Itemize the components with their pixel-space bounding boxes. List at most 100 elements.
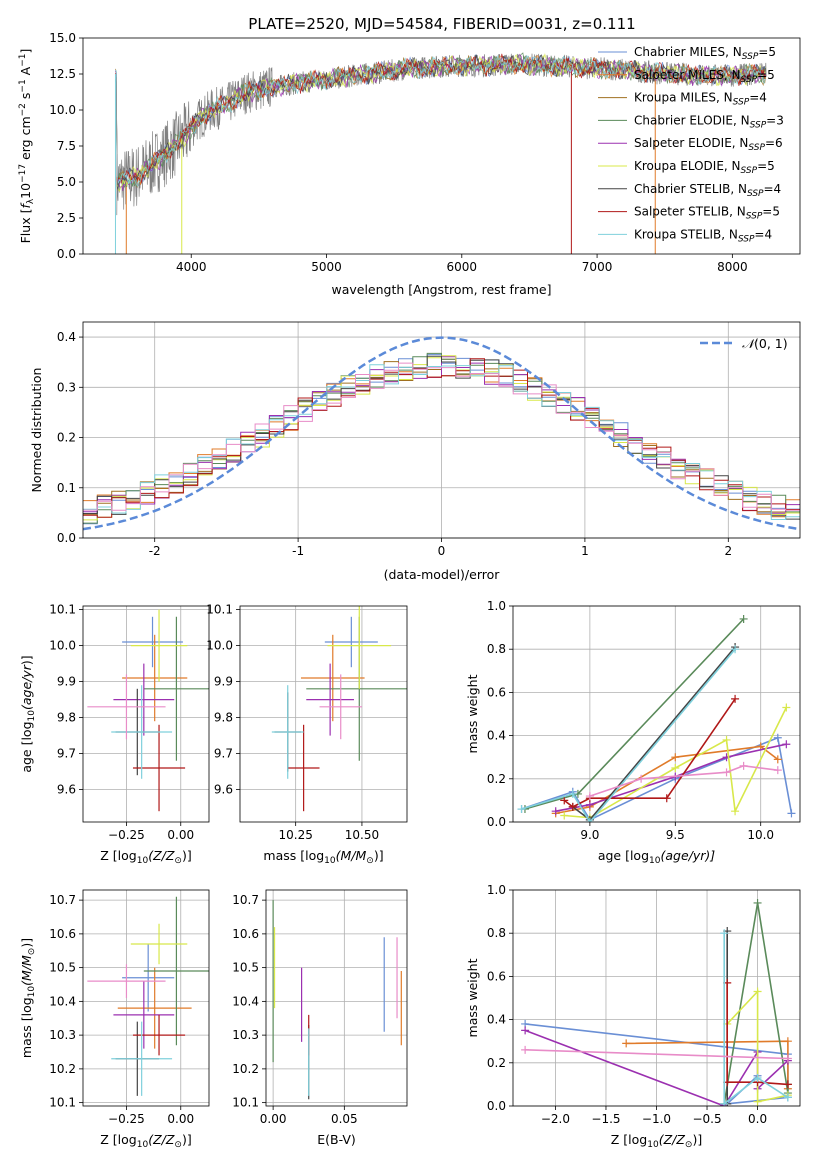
x-tick-label: 0.00 (167, 1112, 194, 1126)
plot-area-spectrum (114, 52, 767, 254)
mass-weight-point (560, 796, 569, 805)
normal-distribution-curve (83, 336, 800, 531)
y-tick-label: 0.0 (487, 1099, 506, 1113)
y-tick-label: 9.7 (57, 747, 76, 761)
mass-weight-point (720, 929, 729, 938)
x-tick-label: 6000 (447, 260, 478, 274)
x-tick-label: 8000 (717, 260, 748, 274)
legend-label: Kroupa MILES, NSSP=4 (634, 91, 767, 108)
y-tick-label: 9.8 (214, 711, 233, 725)
y-tick-label: 7.5 (57, 139, 76, 153)
legend-label-tail: =5 (757, 68, 775, 82)
axes-frame (512, 889, 801, 1107)
mass-weight-point (722, 735, 731, 744)
panel-residuals: -2 -1 0 1 2 0.0 0.1 0.2 0.3 0.4 (data-model)/error… (29, 321, 801, 582)
x-tick-label: 0.05 (331, 1112, 358, 1126)
y-tick-label: 5.0 (57, 175, 76, 189)
legend-label-main: Chabrier STELIB, N (634, 182, 747, 196)
y-tick-label: 1.0 (487, 883, 506, 897)
y-tick-label: 15.0 (49, 31, 76, 45)
legend-label-tail: =6 (765, 136, 783, 150)
x-axis-label: age [log10(age/yr)] (598, 848, 715, 866)
y-tick-label: 0.4 (57, 330, 76, 344)
x-tick-label: 4000 (176, 260, 207, 274)
mass-weight-line (726, 989, 789, 1103)
mass-weight-point (568, 802, 577, 811)
axes-age-vs-mass: 10.25 10.50 9.6 9.7 9.8 9.9 10.0 10.1 mass [log1… (206, 603, 408, 866)
grid-age-vs-Z (83, 606, 209, 822)
mass-weight-line (723, 933, 789, 1106)
y-tick-label: 10.0 (49, 639, 76, 653)
legend-label-sub: SSP (747, 189, 764, 199)
y-axis-label: age [log10(age/yr)] (19, 655, 37, 772)
legend-label: Chabrier MILES, NSSP=5 (634, 45, 776, 62)
mass-weight-point (585, 818, 594, 822)
y-tick-label: 1.0 (487, 599, 506, 613)
grid-age-vs-mass (240, 606, 407, 822)
y-tick-label: 10.0 (206, 639, 233, 653)
mass-weight-point (731, 694, 740, 703)
axes-frame (82, 321, 801, 539)
y-tick-label: 10.6 (232, 927, 259, 941)
plot-area-age-vs-Z (87, 609, 209, 812)
x-tick-label: 9.5 (666, 828, 685, 842)
x-tick-label: 0 (438, 544, 446, 558)
panel-massweight-vs-age: 9.0 9.5 10.0 0.0 0.2 0.4 0.6 0.8 1.0 age [log10(a… (465, 599, 801, 866)
y-tick-label: 9.7 (214, 747, 233, 761)
x-tick-label: 10.25 (278, 828, 312, 842)
y-tick-label: 2.5 (57, 211, 76, 225)
x-axis-label-part: )] (182, 1132, 192, 1147)
legend-label-sub: SSP (750, 120, 767, 130)
plot-area-massweight-vs-age (517, 614, 796, 822)
legend-label-sub: SSP (742, 52, 759, 62)
legend-label-main: Salpeter ELODIE, N (634, 136, 748, 150)
panel-age-vs-Z: −0.25 0.00 9.6 9.7 9.8 9.9 10.0 10.1 Z [log10(Z/… (19, 603, 210, 866)
mass-weight-point (671, 753, 680, 762)
y-tick-label: 0.0 (57, 531, 76, 545)
legend-label: 𝒩(0, 1) (742, 336, 788, 351)
y-axis-label: mass weight (465, 674, 480, 753)
axes-frame (82, 37, 801, 255)
axes-residuals: -2 -1 0 1 2 0.0 0.1 0.2 0.3 0.4 (data-model)/error… (29, 321, 801, 582)
legend-label-sub: SSP (738, 234, 755, 244)
legend-label-sub: SSP (741, 166, 758, 176)
x-tick-label: −0.25 (108, 1112, 145, 1126)
x-tick-label: 10.50 (345, 828, 379, 842)
mass-weight-point (773, 766, 782, 775)
x-tick-label: 1 (581, 544, 589, 558)
figure-title: PLATE=2520, MJD=54584, FIBERID=0031, z=0… (248, 15, 635, 33)
legend-label-sub: SSP (746, 212, 763, 222)
legend-label: Salpeter MILES, NSSP=5 (634, 68, 775, 85)
legend-residuals: 𝒩(0, 1) (700, 336, 788, 351)
y-tick-label: 9.9 (214, 675, 233, 689)
sun-symbol: ⊙ (366, 856, 374, 866)
mass-weight-point (731, 645, 740, 654)
x-tick-label: 0.0 (748, 1112, 767, 1126)
legend-label-main: Salpeter MILES, N (634, 68, 741, 82)
x-axis-label-part: Z [log (100, 1132, 136, 1147)
x-axis-label-part: )] (692, 1132, 702, 1147)
y-axis-label: mass weight (465, 958, 480, 1037)
legend-label-tail: =4 (749, 91, 767, 105)
y-tick-label: 10.5 (232, 961, 259, 975)
sun-symbol: ⊙ (174, 1140, 182, 1150)
legend-label: Kroupa ELODIE, NSSP=5 (634, 159, 775, 176)
y-tick-label: 10.0 (49, 103, 76, 117)
legend-label-tail: =3 (766, 113, 784, 127)
legend-label-tail: =4 (754, 227, 772, 241)
y-tick-label: 0.2 (487, 1056, 506, 1070)
legend-label-tail: =5 (762, 205, 780, 219)
x-axis-label: Z [log10(Z/Z⊙)] (100, 848, 191, 866)
plot-area-age-vs-mass (271, 606, 407, 812)
residual-histogram (83, 364, 800, 520)
y-tick-label: 0.2 (487, 772, 506, 786)
x-axis-label-part: (Z/Z (148, 848, 175, 863)
legend-label-main: Kroupa STELIB, N (634, 227, 738, 241)
legend-label-tail: =5 (758, 45, 776, 59)
mass-weight-point (783, 1080, 792, 1089)
axes-frame (82, 889, 210, 1107)
y-tick-label: 9.6 (214, 783, 233, 797)
x-axis-label-part: (age/yr)] (660, 848, 715, 863)
y-tick-label: 0.6 (487, 685, 506, 699)
